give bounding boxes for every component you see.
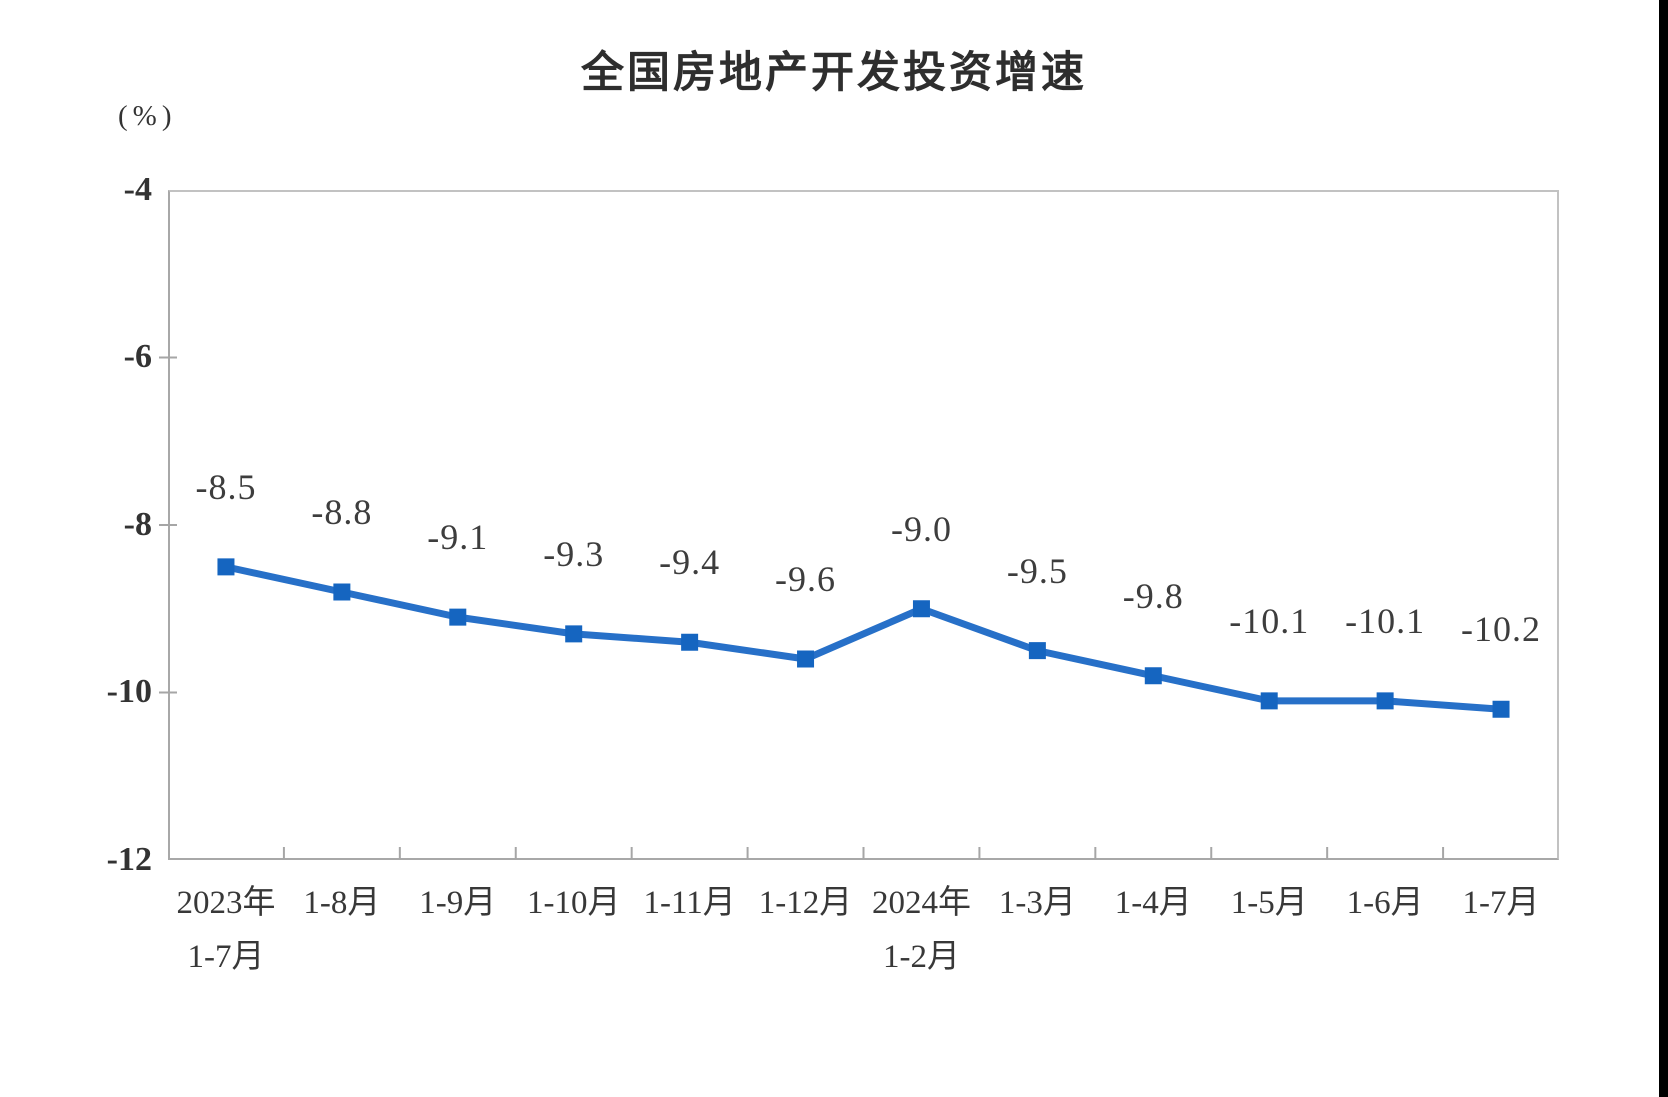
x-tick-line1: 1-3月 [998, 885, 1076, 921]
y-tick-label: -8 [123, 506, 152, 543]
y-tick-label: -10 [106, 673, 152, 710]
x-tick-label: 2023年 1-7月 [176, 876, 275, 985]
y-tick-label: -6 [123, 338, 152, 375]
x-tick-line1: 1-10月 [526, 885, 621, 921]
series-marker [912, 600, 930, 618]
series-marker [217, 558, 235, 576]
x-tick-label: 1-8月 [303, 876, 380, 930]
data-label: -8.5 [195, 466, 257, 507]
x-tick-line1: 2024年 [871, 885, 971, 921]
data-label: -10.1 [1345, 600, 1426, 641]
x-tick-label: 1-5月 [1231, 876, 1308, 930]
screen-edge-bar [1659, 0, 1668, 1097]
axis-tick-marks [159, 356, 1445, 859]
x-tick-line2: 1-7月 [187, 939, 265, 976]
y-tick-label: -4 [123, 171, 152, 208]
series-marker [1260, 692, 1278, 710]
x-tick-line1: 1-6月 [1346, 885, 1424, 921]
series-marker [1144, 667, 1162, 685]
x-tick-line1: 1-4月 [1114, 885, 1192, 921]
series-line [222, 563, 1505, 713]
chart-title: 全国房地产开发投资增速 [581, 49, 1087, 97]
x-tick-line1: 1-7月 [1462, 885, 1540, 921]
x-tick-label: 1-6月 [1347, 876, 1424, 930]
x-tick-line1: 1-8月 [303, 885, 381, 921]
series-markers [217, 558, 1510, 718]
x-tick-line1: 1-5月 [1230, 885, 1308, 921]
x-tick-line1: 1-12月 [758, 885, 853, 921]
x-tick-line1: 1-11月 [643, 885, 736, 921]
x-tick-label: 1-4月 [1115, 876, 1192, 930]
data-label: -9.4 [659, 542, 721, 583]
data-label: -9.1 [427, 517, 489, 558]
data-label: -10.1 [1229, 600, 1310, 641]
x-tick-line1: 1-9月 [419, 885, 497, 921]
series-marker [449, 608, 467, 626]
x-tick-line2: 1-2月 [882, 939, 960, 976]
series-marker [1492, 700, 1510, 718]
series-marker [681, 633, 699, 651]
x-tick-label: 2024年 1-2月 [872, 876, 971, 985]
x-tick-label: 1-12月 [759, 876, 853, 930]
data-label: -9.3 [543, 533, 605, 574]
data-label: -9.5 [1006, 550, 1068, 591]
data-label: -8.8 [311, 492, 373, 532]
x-tick-label: 1-10月 [527, 876, 621, 930]
series-marker [565, 625, 583, 643]
data-label: -9.6 [775, 559, 837, 599]
x-tick-label: 1-3月 [999, 876, 1076, 930]
data-label: -9.8 [1122, 575, 1184, 616]
x-tick-line1: 2023年 [176, 885, 276, 921]
y-tick-label: -12 [106, 841, 152, 878]
series-marker [333, 583, 351, 601]
x-tick-label: 1-7月 [1463, 876, 1540, 930]
series-marker [1376, 692, 1394, 710]
y-axis-unit-label: (%) [118, 100, 177, 132]
series-marker [1028, 642, 1046, 660]
x-tick-label: 1-11月 [643, 876, 735, 930]
series-marker [797, 650, 815, 668]
data-label: -9.0 [890, 508, 952, 549]
data-label: -10.2 [1461, 609, 1542, 650]
x-tick-label: 1-9月 [419, 876, 496, 930]
